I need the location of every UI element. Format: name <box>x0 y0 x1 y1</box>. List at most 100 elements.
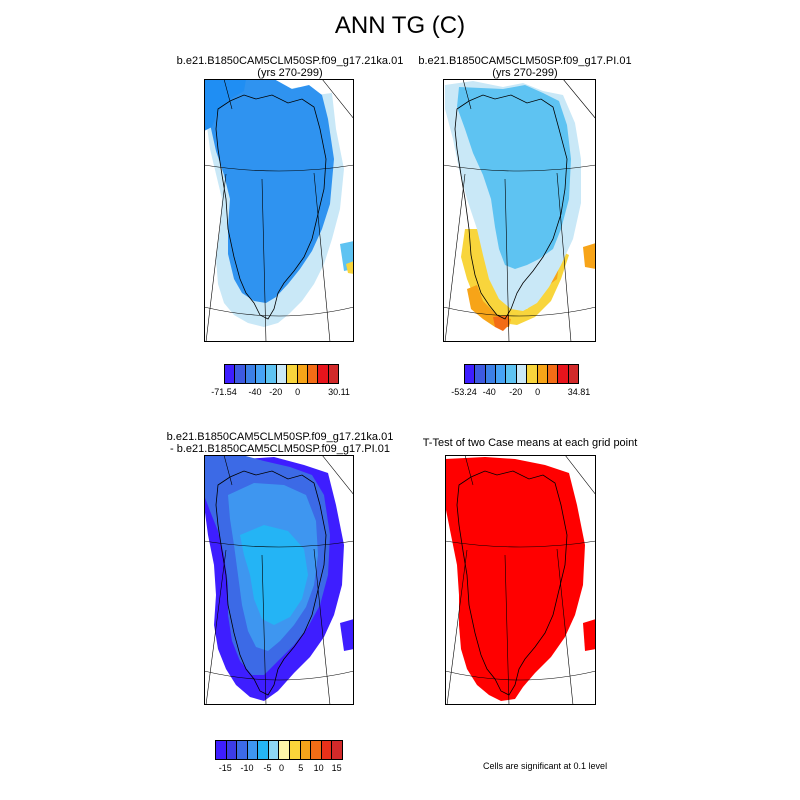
colorbar-swatch <box>558 365 569 383</box>
colorbar-swatch <box>237 741 248 759</box>
colorbar-label: 10 <box>313 763 324 773</box>
colorbar-swatch <box>321 741 333 759</box>
colorbar-swatch <box>268 741 280 759</box>
panel-title-case1-line1: b.e21.B1850CAM5CLM50SP.f09_g17.21ka.01 <box>176 55 404 67</box>
colorbar-label: -40 <box>482 387 496 397</box>
colorbar-swatch <box>290 741 301 759</box>
region-orange <box>467 265 559 327</box>
colorbar-label: 0 <box>279 763 285 773</box>
colorbar-label: 15 <box>331 763 342 773</box>
panel-title-case1-line2: (yrs 270-299) <box>257 67 323 79</box>
map-case2 <box>443 79 596 342</box>
greenland-coastline <box>454 94 568 320</box>
region-yellow <box>461 229 569 325</box>
greenland-coastline <box>215 470 327 696</box>
colorbar-case2-labels: -53.24 -40 -20 0 34.81 <box>451 384 590 398</box>
colorbar-swatch <box>465 365 476 383</box>
colorbar-swatch <box>256 365 267 383</box>
panel-title-diff: b.e21.B1850CAM5CLM50SP.f09_g17.21ka.01 -… <box>140 431 420 455</box>
colorbar-swatch <box>328 365 338 383</box>
region-outer-blue <box>204 79 246 131</box>
region-dark-blue-east <box>340 619 354 651</box>
figure-title: ANN TG (C) <box>334 12 466 39</box>
colorbar-label: 30.11 <box>328 387 350 397</box>
colorbar-case2-swatches <box>464 364 579 384</box>
colorbar-case1: -71.54 -40 -20 0 30.11 <box>211 364 350 398</box>
panel-title-case1: b.e21.B1850CAM5CLM50SP.f09_g17.21ka.01 (… <box>150 55 430 79</box>
colorbar-label: 5 <box>298 763 304 773</box>
colorbar-swatch <box>297 365 308 383</box>
colorbar-swatch <box>496 365 507 383</box>
region-light-blue <box>457 85 571 269</box>
colorbar-swatch <box>485 365 497 383</box>
colorbar-label: 0 <box>295 387 301 397</box>
map-case1-svg <box>204 79 354 342</box>
colorbar-swatch <box>332 741 342 759</box>
colorbar-swatch <box>258 741 269 759</box>
colorbar-swatch <box>527 365 538 383</box>
colorbar-swatch <box>516 365 528 383</box>
colorbar-label: -53.24 <box>451 387 477 397</box>
colorbar-label: -20 <box>509 387 523 397</box>
greenland-coastline <box>456 470 568 696</box>
colorbar-diff-labels: -15 -10 -5 0 5 10 15 <box>215 760 343 774</box>
colorbar-swatch <box>311 741 322 759</box>
graticule <box>445 455 596 705</box>
region-significant-east <box>583 619 596 651</box>
colorbar-diff-swatches <box>215 740 343 760</box>
region-significant <box>445 457 585 701</box>
map-ttest-svg <box>445 455 596 705</box>
map-case1 <box>204 79 354 342</box>
map-case2-svg <box>443 79 596 342</box>
graticule <box>204 79 354 342</box>
colorbar-swatch <box>287 365 298 383</box>
panel-title-diff-line1: b.e21.B1850CAM5CLM50SP.f09_g17.21ka.01 <box>166 431 394 443</box>
region-blue <box>204 79 334 303</box>
colorbar-label: 0 <box>535 387 541 397</box>
map-frame <box>204 79 354 342</box>
region-cyan <box>240 525 308 625</box>
panel-title-diff-line2: - b.e21.B1850CAM5CLM50SP.f09_g17.PI.01 <box>170 443 390 455</box>
colorbar-swatch <box>475 365 486 383</box>
colorbar-swatch <box>279 741 291 759</box>
panel-title-ttest-line1: T-Test of two Case means at each grid po… <box>422 437 638 449</box>
colorbar-swatch <box>225 365 236 383</box>
colorbar-swatch <box>307 365 319 383</box>
colorbar-label: -20 <box>269 387 283 397</box>
colorbar-swatch <box>245 365 257 383</box>
colorbar-case2: -53.24 -40 -20 0 34.81 <box>451 364 590 398</box>
colorbar-label: -71.54 <box>211 387 237 397</box>
colorbar-swatch <box>226 741 238 759</box>
colorbar-swatch <box>300 741 312 759</box>
graticule <box>443 79 596 342</box>
map-diff-svg <box>204 455 354 705</box>
colorbar-label: -5 <box>263 763 272 773</box>
panel-title-case2-line2: (yrs 270-299) <box>492 67 558 79</box>
colorbar-case1-swatches <box>224 364 339 384</box>
graticule <box>204 455 354 705</box>
colorbar-label: -40 <box>248 387 262 397</box>
map-frame <box>445 455 596 705</box>
colorbar-swatch <box>266 365 277 383</box>
map-frame <box>204 455 354 705</box>
region-yellow-east <box>346 261 354 274</box>
significance-note: Cells are significant at 0.1 level <box>483 761 608 771</box>
colorbar-label: 34.81 <box>567 387 591 397</box>
colorbar-swatch <box>537 365 548 383</box>
colorbar-label: -10 <box>240 763 254 773</box>
region-orange-east <box>583 243 596 269</box>
colorbar-swatch <box>216 741 227 759</box>
colorbar-swatch <box>547 365 559 383</box>
map-ttest <box>445 455 596 705</box>
colorbar-diff: -15 -10 -5 0 5 10 15 <box>215 740 343 774</box>
colorbar-label: -15 <box>218 763 232 773</box>
colorbar-swatch <box>506 365 517 383</box>
panel-title-case2: b.e21.B1850CAM5CLM50SP.f09_g17.PI.01 (yr… <box>385 55 665 79</box>
colorbar-swatch <box>276 365 288 383</box>
map-diff <box>204 455 354 705</box>
greenland-coastline <box>215 94 327 320</box>
map-frame <box>443 79 596 342</box>
colorbar-case1-labels: -71.54 -40 -20 0 30.11 <box>211 384 350 398</box>
colorbar-swatch <box>568 365 578 383</box>
panel-title-ttest: T-Test of two Case means at each grid po… <box>390 437 670 449</box>
